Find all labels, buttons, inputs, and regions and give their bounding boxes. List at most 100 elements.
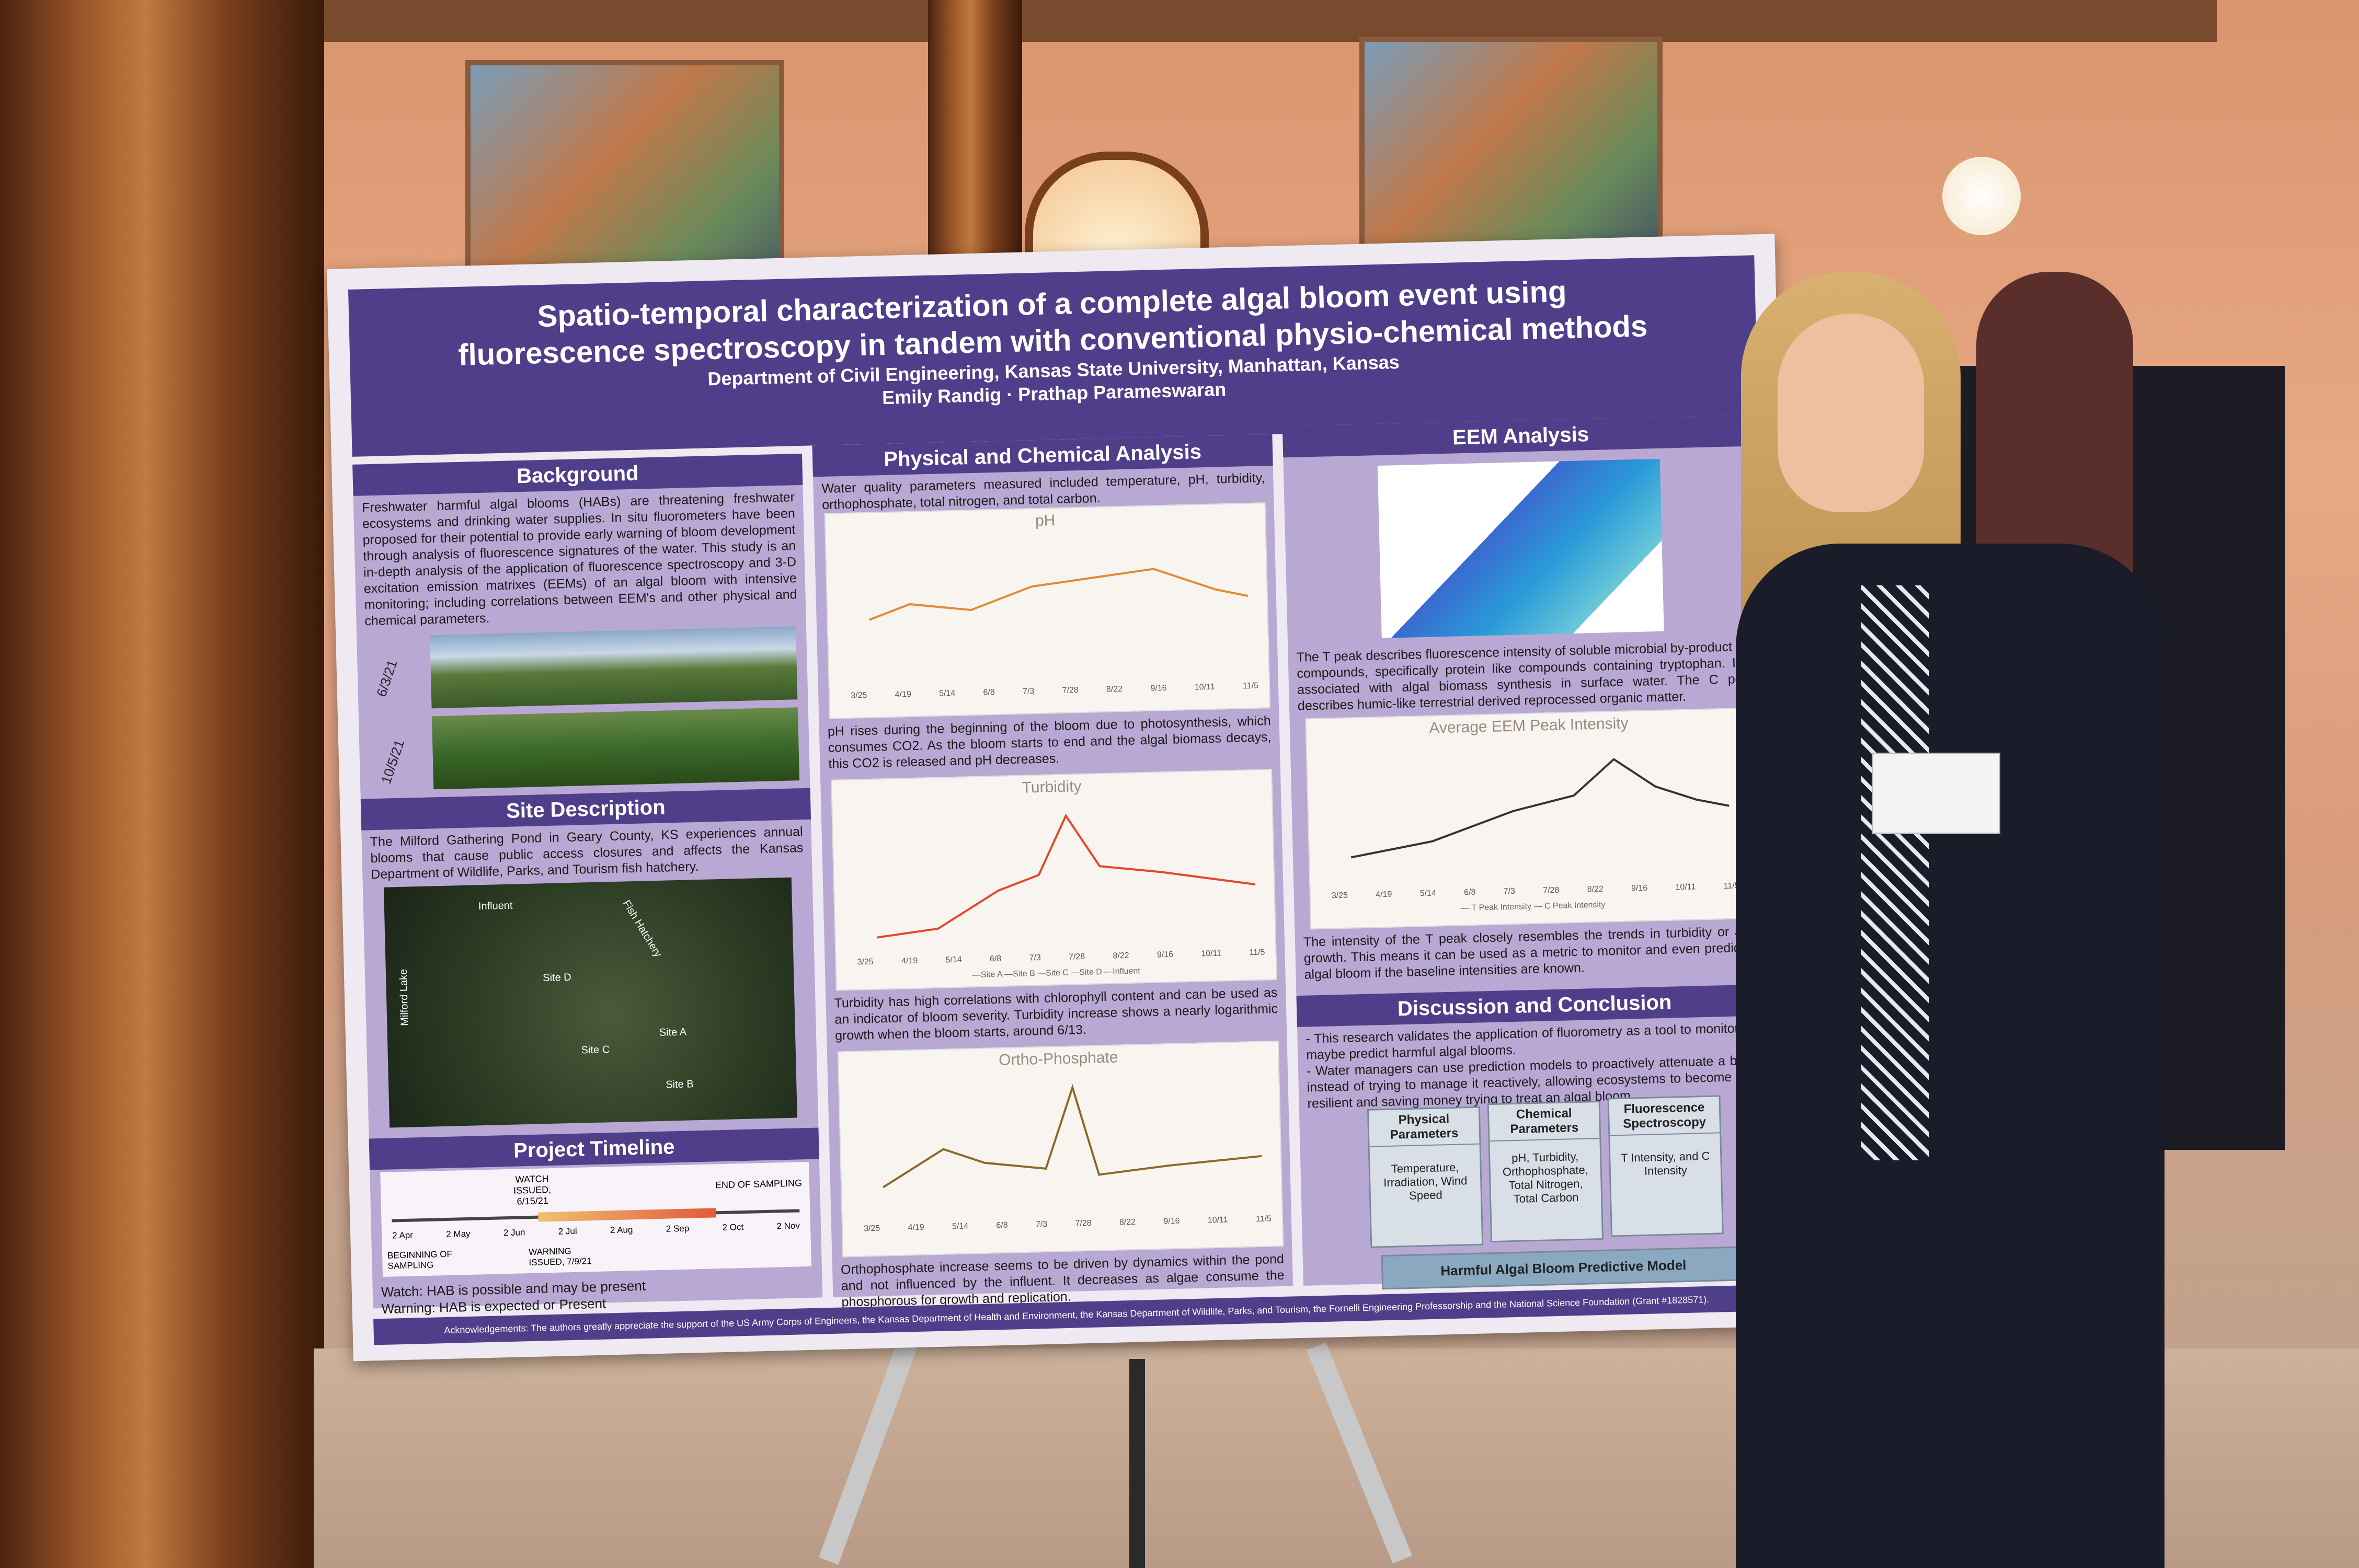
left-column: Background Freshwater harmful algal bloo… — [352, 453, 823, 1317]
x-tick-1: 4/19 — [908, 1223, 924, 1232]
map-label-hatchery: Fish Hatchery — [620, 898, 664, 960]
x-tick-5: 7/28 — [1062, 686, 1079, 695]
timeline-month-0: 2 Apr — [392, 1230, 414, 1241]
eem-legend: — T Peak Intensity — C Peak Intensity — [1461, 900, 1606, 913]
timeline-bloom-bar — [538, 1208, 716, 1222]
flow-box-fluorescence: Fluorescence Spectroscopy T Intensity, an… — [1607, 1095, 1724, 1237]
presenter-name-badge — [1872, 753, 2000, 834]
x-tick-4: 7/3 — [1022, 687, 1035, 696]
turbidity-legend: —Site A —Site B —Site C —Site D —Influen… — [972, 966, 1140, 980]
flow-box-chemical-title: Chemical Parameters — [1488, 1102, 1600, 1142]
x-tick-7: 9/16 — [1150, 683, 1167, 693]
x-tick-1: 4/19 — [895, 689, 912, 699]
timeline-warning: WARNING ISSUED, 7/9/21 — [528, 1246, 592, 1268]
ph-series-line — [868, 568, 1249, 621]
x-tick-2: 5/14 — [952, 1221, 969, 1231]
ph-text: pH rises during the beginning of the blo… — [827, 713, 1272, 771]
x-tick-0: 3/25 — [851, 690, 867, 700]
x-tick-2: 5/14 — [1419, 889, 1437, 898]
x-tick-6: 8/22 — [1113, 951, 1129, 961]
flow-box-chemical: Chemical Parameters pH, Turbidity, Orthop… — [1487, 1100, 1604, 1243]
flow-box-chemical-body: pH, Turbidity, Orthophosphate, Total Nit… — [1502, 1150, 1589, 1206]
timeline-begin: BEGINNING OF SAMPLING — [387, 1249, 453, 1271]
turbidity-text: Turbidity has high correlations with chl… — [834, 985, 1278, 1043]
column-pillar-left — [0, 0, 324, 1568]
presenter-face — [1778, 314, 1924, 512]
ceiling-beam — [178, 0, 2217, 42]
map-label-site-d: Site D — [542, 971, 571, 984]
timeline-month-6: 2 Oct — [722, 1222, 744, 1233]
x-tick-4: 7/3 — [1503, 886, 1516, 896]
right-column: EEM Analysis The T peak describes fluore… — [1282, 414, 1779, 1290]
map-label-site-a: Site A — [659, 1026, 687, 1039]
x-tick-4: 7/3 — [1029, 953, 1041, 963]
timeline-month-1: 2 May — [445, 1228, 471, 1239]
x-tick-8: 10/11 — [1675, 882, 1696, 892]
timeline-month-7: 2 Nov — [776, 1220, 800, 1231]
flow-box-physical-title: Physical Parameters — [1368, 1108, 1480, 1147]
timeline-watch: WATCH ISSUED, 6/15/21 — [513, 1173, 552, 1207]
easel-center-post — [1129, 1359, 1145, 1568]
x-tick-9: 11/5 — [1249, 948, 1265, 958]
timeline-month-5: 2 Sep — [666, 1223, 690, 1234]
x-tick-3: 6/8 — [996, 1220, 1008, 1230]
timeline-end: END OF SAMPLING — [715, 1178, 803, 1191]
eem-peak-chart: Average EEM Peak Intensity 3/25 4/19 5/14 6… — [1305, 707, 1757, 930]
map-label-influent: Influent — [478, 900, 513, 913]
x-tick-0: 3/25 — [857, 957, 874, 967]
flow-box-physical: Physical Parameters Temperature, Irradiat… — [1367, 1106, 1484, 1248]
timeline-month-3: 2 Jul — [558, 1226, 577, 1237]
x-tick-4: 7/3 — [1035, 1219, 1048, 1229]
x-tick-8: 10/11 — [1201, 949, 1222, 959]
x-tick-0: 3/25 — [863, 1224, 880, 1233]
x-tick-0: 3/25 — [1331, 891, 1348, 901]
predictive-model-box: Harmful Algal Bloom Predictive Model — [1381, 1246, 1746, 1290]
turbidity-series-line — [877, 813, 1255, 939]
research-poster: Spatio-temporal characterization of a co… — [327, 234, 1802, 1362]
x-tick-1: 4/19 — [901, 956, 918, 966]
x-tick-9: 11/5 — [1242, 681, 1259, 691]
pond-photo-october — [431, 707, 800, 790]
timeline-months: 2 Apr 2 May 2 Jun 2 Jul 2 Aug 2 Sep 2 Oct 2 Nov — [392, 1220, 800, 1241]
map-label-site-c: Site C — [581, 1044, 610, 1056]
turbidity-chart: Turbidity 3/25 4/19 5/14 6/8 7/3 7/28 8/22 9/16… — [831, 769, 1277, 991]
presenter-blouse — [1861, 585, 1929, 1160]
x-tick-3: 6/8 — [1463, 887, 1476, 897]
x-tick-6: 8/22 — [1119, 1217, 1136, 1227]
presenter — [1720, 272, 2222, 1568]
timeline-month-4: 2 Aug — [610, 1225, 633, 1236]
x-tick-5: 7/28 — [1068, 952, 1085, 962]
site-text: The Milford Gathering Pond in Geary Coun… — [370, 824, 804, 882]
flow-box-fluorescence-title: Fluorescence Spectroscopy — [1609, 1097, 1720, 1136]
presenter-jacket — [1736, 544, 2165, 1568]
x-tick-9: 11/5 — [1255, 1214, 1272, 1224]
pendant-lamp — [1942, 157, 2021, 235]
x-tick-8: 10/11 — [1194, 682, 1215, 692]
map-label-lake: Milford Lake — [397, 969, 411, 1027]
ph-chart: pH 3/25 4/19 5/14 6/8 7/3 7/28 8/22 9/16 10/11 11… — [824, 502, 1271, 719]
flow-box-fluorescence-body: T Intensity, and C Intensity — [1620, 1149, 1710, 1178]
eem-text-2: The intensity of the T peak closely rese… — [1303, 924, 1763, 982]
eem-peak-chart-plot — [1350, 758, 1730, 859]
turbidity-chart-plot — [877, 813, 1255, 939]
x-tick-2: 5/14 — [945, 955, 962, 965]
x-tick-1: 4/19 — [1376, 890, 1392, 900]
eem-peak-series-line — [1350, 758, 1730, 859]
pond-photo-june — [430, 626, 798, 709]
orthophosphate-chart-plot — [883, 1083, 1262, 1189]
x-tick-7: 9/16 — [1156, 950, 1174, 960]
photo-date-2: 10/5/21 — [377, 737, 408, 786]
x-tick-2: 5/14 — [938, 688, 956, 698]
orthophosphate-series-line — [883, 1083, 1262, 1189]
site-map: Influent Site D Site C Site A Site B Fis… — [383, 877, 797, 1128]
x-tick-8: 10/11 — [1207, 1215, 1228, 1225]
x-tick-3: 6/8 — [983, 688, 995, 697]
ph-chart-plot — [868, 568, 1249, 621]
timeline-chart: WATCH ISSUED, 6/15/21 END OF SAMPLING 2 … — [380, 1161, 811, 1277]
photo-date-1: 6/3/21 — [373, 658, 400, 699]
x-tick-7: 9/16 — [1631, 883, 1648, 893]
eem-contour-plot — [1377, 458, 1664, 638]
x-tick-6: 8/22 — [1587, 884, 1604, 894]
eem-text-1: The T peak describes fluorescence intens… — [1296, 639, 1757, 713]
orthophosphate-chart: Ortho-Phosphate 3/25 4/19 5/14 6/8 7/3 7/28 8/… — [837, 1040, 1284, 1258]
